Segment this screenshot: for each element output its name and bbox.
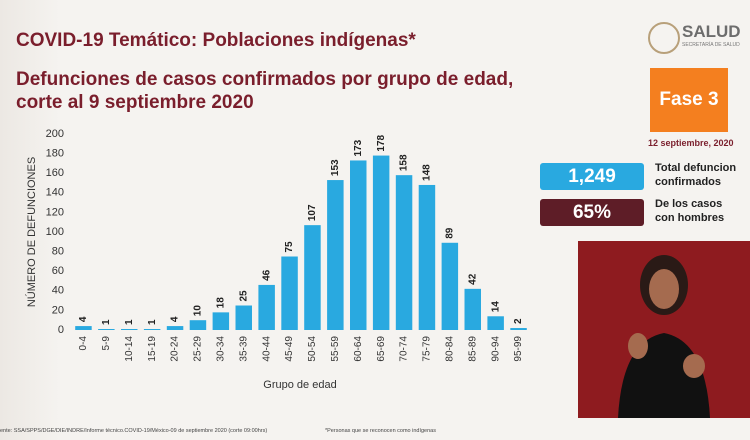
y-tick-label: 0 xyxy=(58,324,64,336)
bar xyxy=(166,326,184,330)
bar xyxy=(235,305,252,330)
bar xyxy=(212,312,230,330)
phase-badge: Fase 3 xyxy=(650,68,728,132)
value-label: 2 xyxy=(513,318,524,324)
bar xyxy=(304,225,321,330)
y-tick-label: 200 xyxy=(46,128,64,140)
value-label: 148 xyxy=(422,164,433,181)
stat-label: Total defuncion confirmados xyxy=(655,161,736,189)
x-tick-label: 75-79 xyxy=(422,336,433,362)
footer-note: *Personas que se reconocen como indígena… xyxy=(325,428,436,434)
bar xyxy=(189,320,207,330)
y-axis-label: NÚMERO DE DEFUNCIONES xyxy=(25,157,38,307)
value-label: 42 xyxy=(467,273,478,285)
subtitle-line: corte al 9 septiembre 2020 xyxy=(16,92,254,113)
bar xyxy=(418,184,436,330)
x-axis-label: Grupo de edad xyxy=(263,379,336,390)
x-tick-label: 25-29 xyxy=(193,336,204,362)
stat-value: 65% xyxy=(540,199,644,226)
interpreter-video xyxy=(578,241,750,418)
x-tick-label: 35-39 xyxy=(238,336,249,362)
bar xyxy=(143,329,161,330)
x-tick-label: 30-34 xyxy=(215,336,226,362)
x-tick-label: 10-14 xyxy=(124,336,135,362)
value-label: 173 xyxy=(353,139,364,156)
date: 12 septiembre, 2020 xyxy=(648,138,734,148)
subtitle-line: Defunciones de casos confirmados por gru… xyxy=(16,69,514,90)
y-tick-label: 160 xyxy=(46,167,64,179)
logo-emblem xyxy=(648,22,680,54)
x-tick-label: 60-64 xyxy=(353,336,364,362)
x-tick-label: 40-44 xyxy=(261,336,272,362)
x-tick-label: 90-94 xyxy=(490,336,501,362)
value-label: 1 xyxy=(101,319,112,325)
x-tick-label: 55-59 xyxy=(330,336,341,362)
x-tick-label: 65-69 xyxy=(376,336,387,362)
bar xyxy=(121,329,138,330)
value-label: 14 xyxy=(490,301,501,313)
y-tick-label: 20 xyxy=(52,304,64,316)
y-tick-label: 140 xyxy=(46,187,64,199)
value-label: 1 xyxy=(124,319,135,325)
value-label: 89 xyxy=(444,227,455,239)
y-tick-label: 100 xyxy=(46,226,64,238)
chart: NÚMERO DE DEFUNCIONES Grupo de edad 0 20 4… xyxy=(25,128,527,390)
value-label: 153 xyxy=(330,159,341,176)
y-tick-label: 180 xyxy=(46,148,64,160)
brand-sub: SECRETARÍA DE SALUD xyxy=(682,42,740,48)
bar xyxy=(258,284,275,330)
stat-label: De los casos con hombres xyxy=(655,197,724,225)
value-label: 1 xyxy=(147,319,158,325)
bar xyxy=(487,316,504,330)
y-tick-label: 60 xyxy=(52,265,64,277)
value-label: 107 xyxy=(307,204,318,221)
bar xyxy=(75,326,92,330)
x-tick-label: 85-89 xyxy=(467,336,478,362)
title: COVID-19 Temático: Poblaciones indígenas… xyxy=(16,30,416,51)
brand: SALUD xyxy=(682,22,741,41)
stat-label-line: Total defuncion xyxy=(655,162,737,174)
x-tick-label: 45-49 xyxy=(284,336,295,362)
x-tick-label: 95-99 xyxy=(513,336,524,362)
stat-value: 1,249 xyxy=(540,163,644,190)
value-label: 18 xyxy=(215,297,226,309)
bar xyxy=(98,329,115,330)
stat-label-line: De los casos xyxy=(655,198,723,210)
stat-label-line: con hombres xyxy=(655,212,725,224)
x-tick-label: 70-74 xyxy=(399,336,410,362)
value-label: 75 xyxy=(284,241,295,253)
subtitle: Defunciones de casos confirmados por gru… xyxy=(16,68,513,114)
value-label: 25 xyxy=(238,290,249,302)
value-label: 10 xyxy=(193,305,204,317)
y-tick-label: 40 xyxy=(52,285,64,297)
value-label: 158 xyxy=(399,154,410,171)
bar xyxy=(350,160,367,330)
x-tick-label: 80-84 xyxy=(444,336,455,362)
bar xyxy=(395,175,413,330)
bar xyxy=(510,328,527,330)
bar xyxy=(441,242,459,330)
value-label: 4 xyxy=(78,316,89,322)
x-tick-label: 5-9 xyxy=(101,336,112,351)
x-tick-label: 50-54 xyxy=(307,336,318,362)
value-label: 178 xyxy=(376,134,387,151)
y-tick-label: 120 xyxy=(46,206,64,218)
bar xyxy=(464,288,481,330)
bar xyxy=(327,180,344,330)
x-tick-label: 15-19 xyxy=(147,336,158,362)
y-tick-label: 80 xyxy=(52,246,64,258)
value-label: 46 xyxy=(261,269,272,281)
x-tick-label: 20-24 xyxy=(170,336,181,362)
footer-source: ente: SSA/SPPS/DGE/DIE/INDRE/Informe téc… xyxy=(0,428,268,434)
x-tick-label: 0-4 xyxy=(78,336,89,351)
stat-label-line: confirmados xyxy=(655,176,722,188)
value-label: 4 xyxy=(170,316,181,322)
bar xyxy=(372,155,390,330)
bar xyxy=(281,256,298,330)
